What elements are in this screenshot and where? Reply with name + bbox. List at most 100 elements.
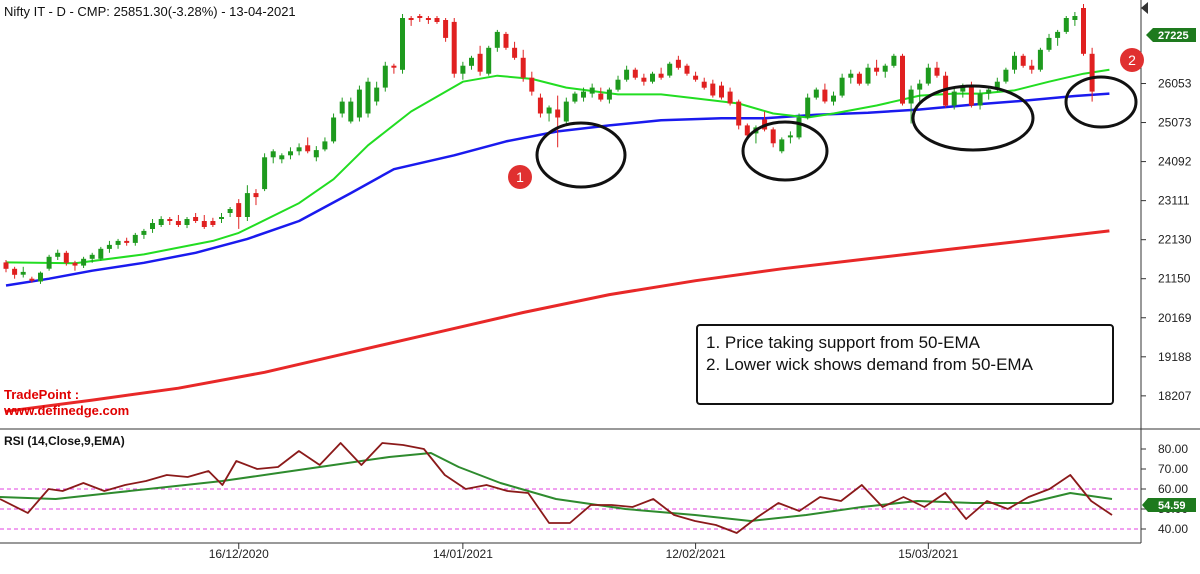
candle <box>12 266 18 279</box>
candle-body <box>736 101 742 126</box>
candle-body <box>805 97 811 118</box>
candle-body <box>132 234 138 243</box>
candle <box>486 45 492 76</box>
axis-scroll-arrow <box>1141 2 1148 14</box>
candle-body <box>658 73 664 78</box>
x-tick-label: 12/02/2021 <box>666 547 726 561</box>
candle <box>925 63 931 86</box>
candle-body <box>908 89 914 104</box>
candle-body <box>546 107 552 114</box>
rsi-tick-label: 70.00 <box>1158 462 1188 476</box>
candle <box>650 71 655 84</box>
candle <box>520 49 526 82</box>
rsi-signal-layer <box>0 452 1113 522</box>
candle-body <box>469 57 474 66</box>
candle <box>193 213 199 223</box>
candle <box>598 87 604 102</box>
candle <box>624 65 630 82</box>
candle <box>865 63 871 86</box>
candle-body <box>296 147 302 152</box>
candle-body <box>581 91 586 98</box>
candle-body <box>555 109 561 118</box>
candle <box>184 217 190 229</box>
candle-body <box>693 75 699 80</box>
candle <box>434 16 440 24</box>
candle-body <box>158 219 164 225</box>
candle <box>477 45 483 76</box>
rsi-tick-label: 60.00 <box>1158 482 1188 496</box>
rsi-last-label: 54.59 <box>1158 500 1186 512</box>
candle <box>1029 59 1035 74</box>
candle-body <box>512 47 518 58</box>
candle-body <box>253 193 259 198</box>
candle <box>693 71 699 82</box>
watermark-line-2: www.definedge.com <box>3 403 129 418</box>
rsi-last-tag-shape <box>1142 498 1196 512</box>
x-tick-label: 15/03/2021 <box>898 547 958 561</box>
candle-body <box>925 67 931 84</box>
candle-body <box>98 248 104 259</box>
candle-body <box>934 67 940 76</box>
candle <box>710 79 716 98</box>
candle-body <box>391 65 397 68</box>
candle-body <box>175 221 181 225</box>
support-ellipse <box>911 84 1035 152</box>
candle-body <box>650 73 655 82</box>
candle-body <box>891 55 897 66</box>
candle-body <box>124 240 130 243</box>
candle-body <box>339 101 345 114</box>
candle <box>1046 33 1052 52</box>
candle <box>313 146 319 162</box>
candle <box>632 67 638 80</box>
candle <box>236 199 242 229</box>
candle-body <box>1072 16 1078 20</box>
candle-body <box>443 20 449 38</box>
candle-body <box>606 89 612 100</box>
x-tick-label: 16/12/2020 <box>209 547 269 561</box>
candle-body <box>193 217 199 221</box>
candle-body <box>201 221 207 227</box>
y-tick-label: 18207 <box>1158 389 1192 403</box>
candle-body <box>572 93 578 102</box>
candle-body <box>589 87 595 94</box>
candle <box>503 31 509 50</box>
candle <box>279 153 285 164</box>
candle-body <box>408 18 414 20</box>
candle <box>744 123 750 138</box>
candle-body <box>813 89 819 98</box>
marker-circle <box>1120 48 1144 72</box>
support-ellipse <box>741 120 829 182</box>
candle <box>356 85 362 122</box>
candle-body <box>150 223 155 229</box>
candle <box>72 260 78 271</box>
candle <box>244 185 250 221</box>
candle-body <box>563 101 569 122</box>
candle-body <box>1012 55 1017 70</box>
candle-body <box>63 252 69 263</box>
candle-body <box>641 77 647 82</box>
candle-body <box>141 230 147 235</box>
y-tick-label: 25073 <box>1158 116 1192 130</box>
candle-body <box>486 47 492 74</box>
candle-body <box>632 69 638 78</box>
candle <box>46 254 52 271</box>
candle <box>951 87 957 110</box>
candle <box>150 219 155 233</box>
candle-body <box>1020 55 1026 66</box>
annotation-box: 1. Price taking support from 50-EMA 2. L… <box>696 324 1114 405</box>
candle-body <box>822 89 828 102</box>
candle-body <box>701 81 707 88</box>
candle <box>1012 51 1017 74</box>
candle-body <box>81 258 87 266</box>
candle-body <box>89 254 95 259</box>
last-price-tag-shape <box>1146 28 1196 42</box>
candle <box>606 87 612 104</box>
candle <box>831 91 836 106</box>
candle <box>736 99 742 130</box>
candle <box>451 18 457 78</box>
y-tick-label: 22130 <box>1158 233 1192 247</box>
candle-body <box>425 18 431 20</box>
rsi-series-rsi <box>0 442 1113 534</box>
rsi-last-tag: 54.59 <box>1142 498 1196 512</box>
